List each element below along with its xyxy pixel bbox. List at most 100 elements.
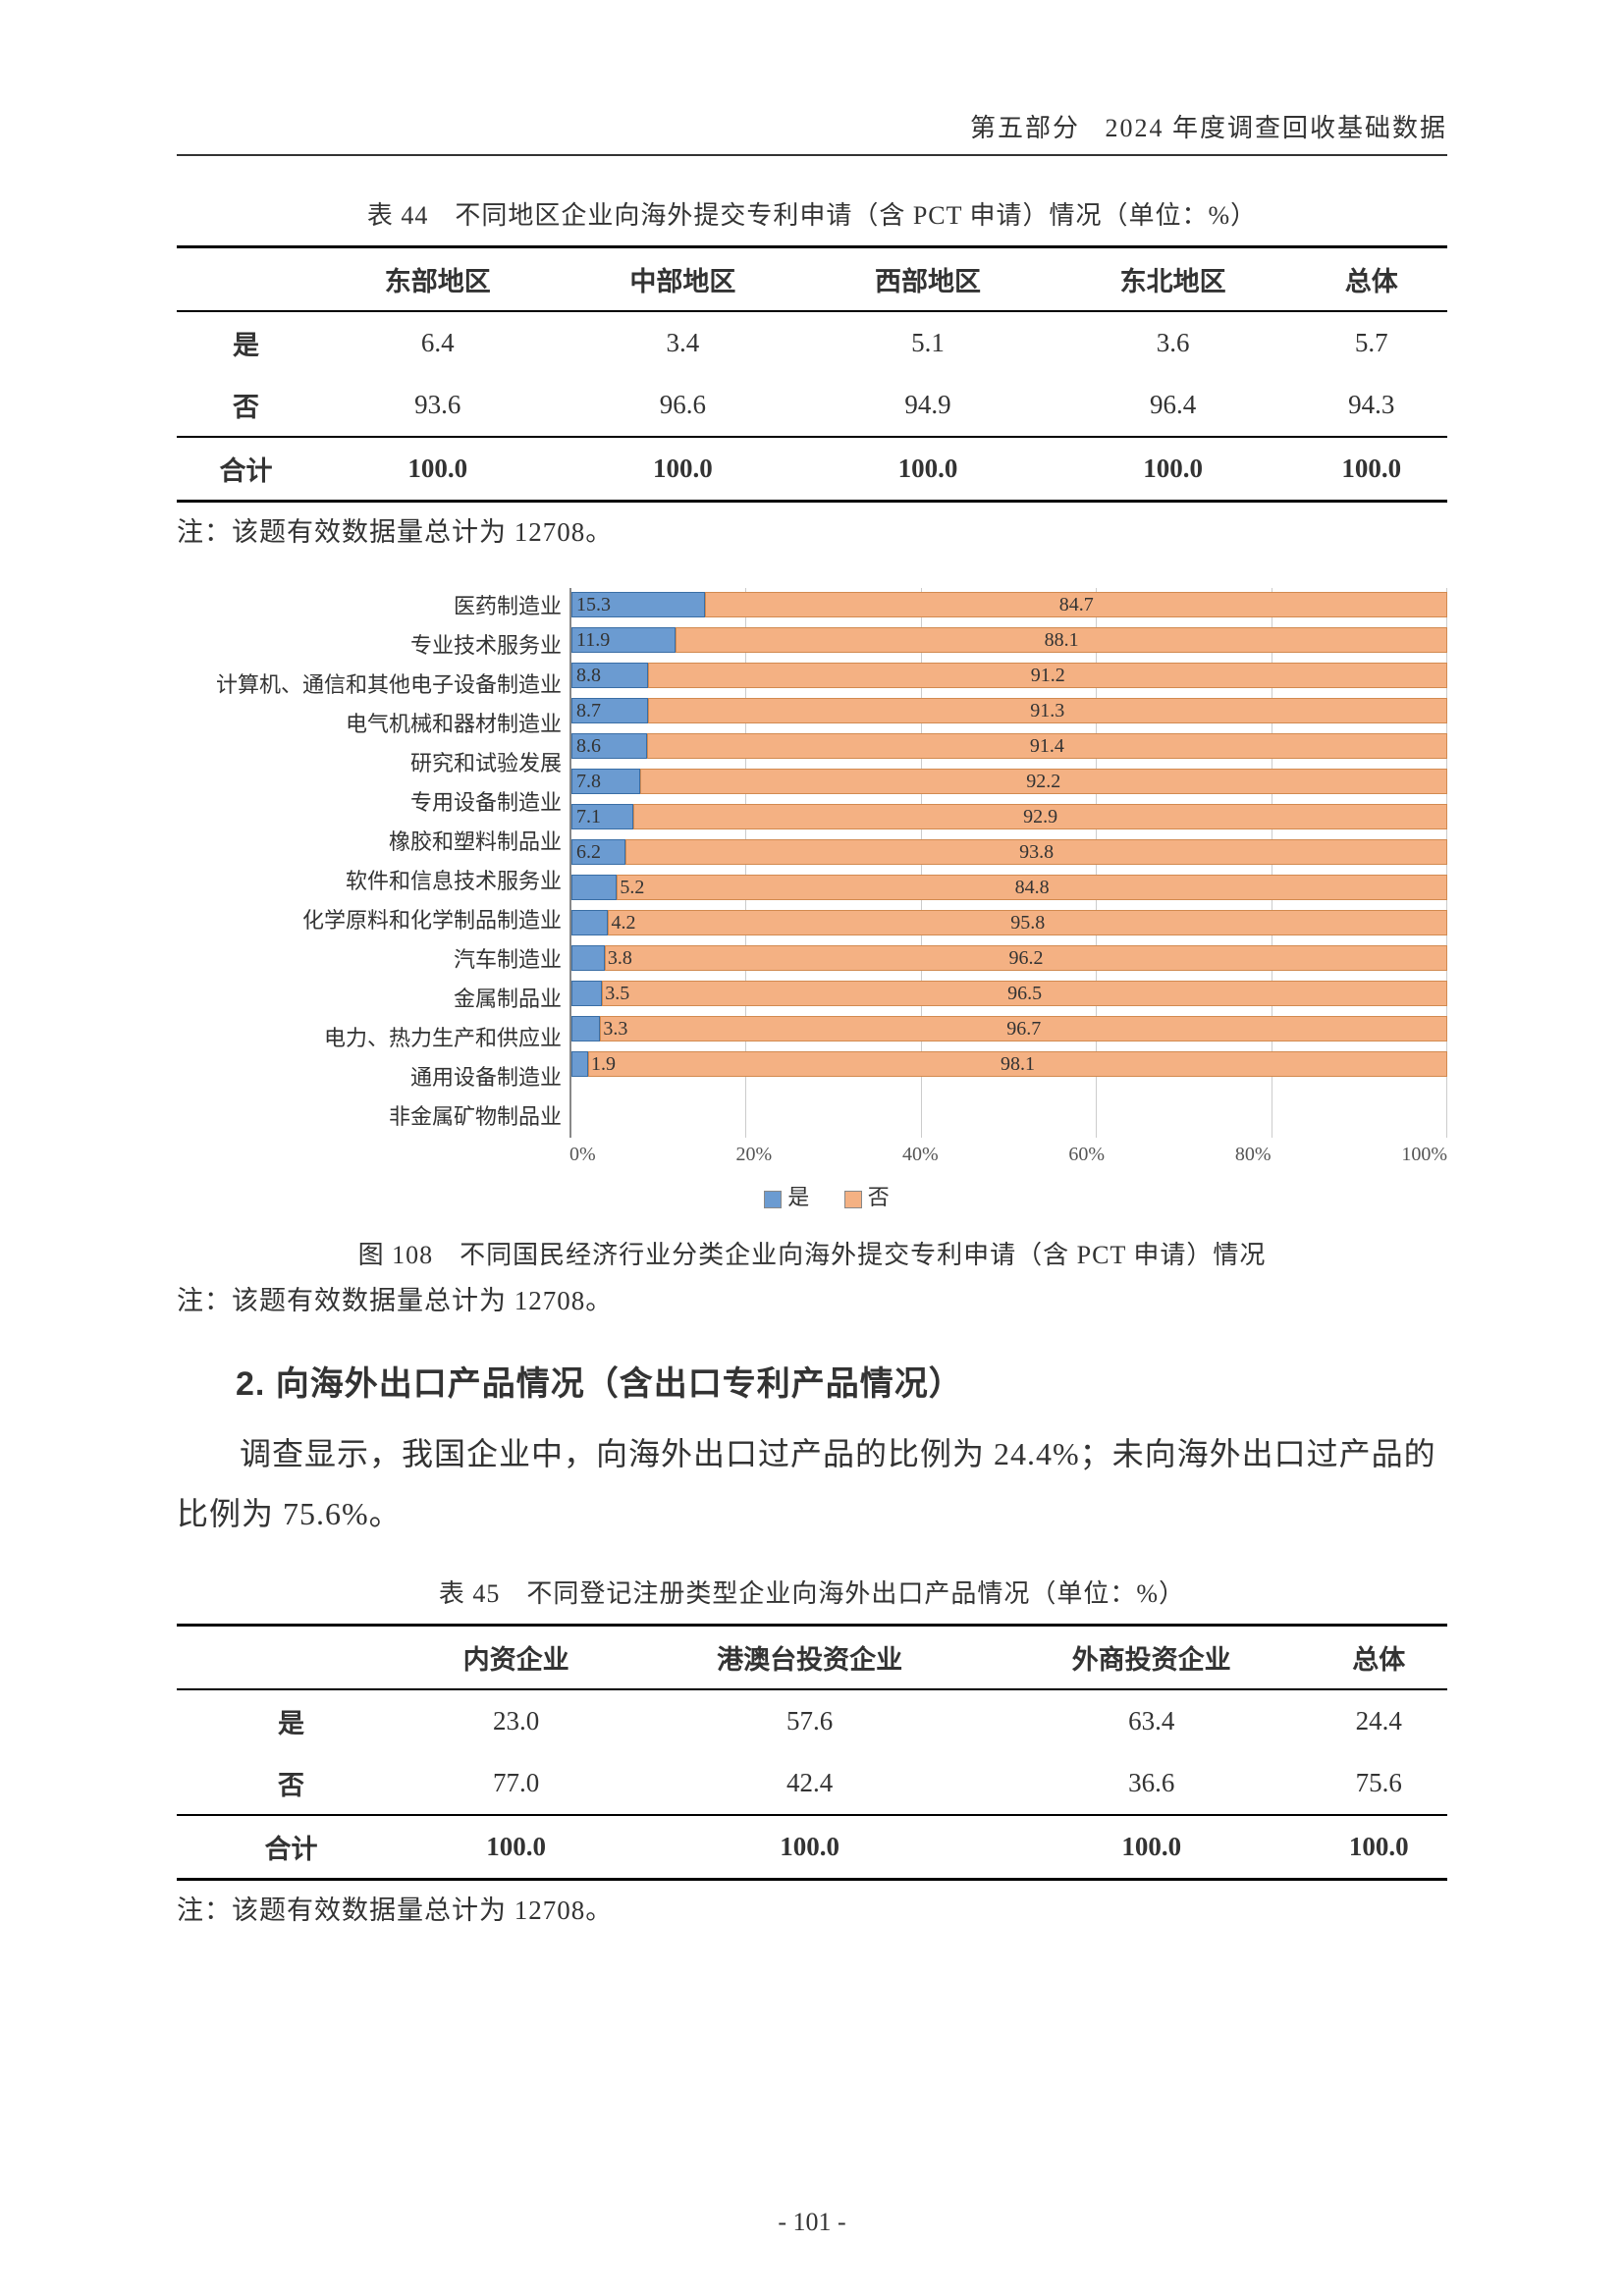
cell: 23.0 xyxy=(406,1689,626,1752)
chart-bar-yes: 11.9 xyxy=(571,627,676,653)
chart-bar-row: 8.7 91.3 xyxy=(571,698,1447,723)
table44-col4: 东北地区 xyxy=(1051,247,1296,312)
cell: 5.1 xyxy=(805,311,1051,374)
cell: 100.0 xyxy=(1295,437,1447,502)
cell: 100.0 xyxy=(315,437,561,502)
table44-caption: 表 44 不同地区企业向海外提交专利申请（含 PCT 申请）情况（单位：%） xyxy=(177,195,1447,232)
table44-col3: 西部地区 xyxy=(805,247,1051,312)
table44: 东部地区 中部地区 西部地区 东北地区 总体 是 6.4 3.4 5.1 3.6… xyxy=(177,245,1447,503)
chart-value-yes: 3.5 xyxy=(605,983,629,1005)
cell: 94.9 xyxy=(805,374,1051,437)
header-title: 2024 年度调查回收基础数据 xyxy=(1105,114,1447,142)
cell: 36.6 xyxy=(993,1752,1311,1815)
chart108-bars: 15.384.711.988.18.891.28.791.38.691.47.8… xyxy=(569,588,1447,1138)
table45-col1: 内资企业 xyxy=(406,1625,626,1689)
chart-bar-yes: 1.9 xyxy=(571,1051,588,1077)
table44-note: 注：该题有效数据量总计为 12708。 xyxy=(177,510,1447,549)
table-row: 否 93.6 96.6 94.9 96.4 94.3 xyxy=(177,374,1447,437)
chart-value-yes: 5.2 xyxy=(620,877,644,899)
chart-value-yes: 3.3 xyxy=(603,1018,627,1041)
table44-col0 xyxy=(177,247,315,312)
chart-bar-row: 3.896.2 xyxy=(571,945,1447,971)
chart-category-label: 金属制品业 xyxy=(177,981,569,1014)
cell: 75.6 xyxy=(1310,1752,1447,1815)
chart-bar-yes: 8.6 xyxy=(571,733,647,759)
chart-bar-row: 7.192.9 xyxy=(571,804,1447,829)
chart-bar-yes: 4.2 xyxy=(571,910,608,935)
cell: 3.6 xyxy=(1051,311,1296,374)
chart-bar-yes: 6.2 xyxy=(571,839,625,865)
chart-bar-no: 91.3 xyxy=(648,698,1447,723)
chart-bar-row: 1.998.1 xyxy=(571,1051,1447,1077)
chart-value-yes: 4.2 xyxy=(611,912,635,934)
chart-category-label: 橡胶和塑料制品业 xyxy=(177,824,569,857)
chart108-caption: 图 108 不同国民经济行业分类企业向海外提交专利申请（含 PCT 申请）情况 xyxy=(177,1235,1447,1271)
page-header: 第五部分 2024 年度调查回收基础数据 xyxy=(177,108,1447,144)
table45-col2: 港澳台投资企业 xyxy=(626,1625,993,1689)
chart-value-yes: 8.8 xyxy=(576,665,601,687)
chart-x-tick: 40% xyxy=(902,1144,1068,1166)
table-row: 是 23.0 57.6 63.4 24.4 xyxy=(177,1689,1447,1752)
chart108-legend: 是 否 xyxy=(177,1180,1447,1211)
chart-value-yes: 6.2 xyxy=(576,841,601,864)
table-row-totals: 合计 100.0 100.0 100.0 100.0 xyxy=(177,1815,1447,1880)
cell: 是 xyxy=(177,311,315,374)
chart-bar-no: 93.8 xyxy=(625,839,1447,865)
cell: 63.4 xyxy=(993,1689,1311,1752)
cell: 5.7 xyxy=(1295,311,1447,374)
cell: 96.6 xyxy=(561,374,806,437)
chart-bar-no: 98.1 xyxy=(588,1051,1447,1077)
chart-value-yes: 7.1 xyxy=(576,806,601,828)
chart-bar-yes: 3.8 xyxy=(571,945,605,971)
chart-value-yes: 8.7 xyxy=(576,700,601,722)
chart-x-tick: 60% xyxy=(1068,1144,1234,1166)
chart-bar-no: 96.5 xyxy=(602,981,1447,1006)
table45-col0 xyxy=(177,1625,406,1689)
table44-col2: 中部地区 xyxy=(561,247,806,312)
chart-value-yes: 7.8 xyxy=(576,771,601,793)
chart-bar-row: 7.8 92.2 xyxy=(571,769,1447,794)
cell: 100.0 xyxy=(1310,1815,1447,1880)
chart-bar-no: 92.2 xyxy=(640,769,1447,794)
chart-bar-row: 15.384.7 xyxy=(571,592,1447,617)
chart-category-label: 专用设备制造业 xyxy=(177,784,569,818)
table45-header-row: 内资企业 港澳台投资企业 外商投资企业 总体 xyxy=(177,1625,1447,1689)
chart-bar-row: 6.2 93.8 xyxy=(571,839,1447,865)
chart-bar-yes: 5.2 xyxy=(571,875,617,900)
chart-category-label: 电力、热力生产和供应业 xyxy=(177,1020,569,1053)
cell: 合计 xyxy=(177,437,315,502)
cell: 100.0 xyxy=(993,1815,1311,1880)
cell: 100.0 xyxy=(805,437,1051,502)
chart-category-label: 电气机械和器材制造业 xyxy=(177,706,569,739)
chart-bar-yes: 8.8 xyxy=(571,663,648,688)
section2-paragraph: 调查显示，我国企业中，向海外出口过产品的比例为 24.4%；未向海外出口过产品的… xyxy=(177,1424,1447,1544)
chart-value-yes: 1.9 xyxy=(591,1053,616,1076)
cell: 24.4 xyxy=(1310,1689,1447,1752)
chart-bar-row: 11.988.1 xyxy=(571,627,1447,653)
chart-bar-row: 3.596.5 xyxy=(571,981,1447,1006)
chart108-labels: 医药制造业专业技术服务业计算机、通信和其他电子设备制造业电气机械和器材制造业研究… xyxy=(177,588,569,1138)
table44-col5: 总体 xyxy=(1295,247,1447,312)
legend-swatch-yes xyxy=(764,1191,782,1208)
cell: 6.4 xyxy=(315,311,561,374)
cell: 93.6 xyxy=(315,374,561,437)
section2-heading: 2. 向海外出口产品情况（含出口专利产品情况） xyxy=(236,1357,1447,1405)
page-number: - 101 - xyxy=(0,2208,1624,2237)
cell: 57.6 xyxy=(626,1689,993,1752)
header-rule xyxy=(177,154,1447,156)
chart108-note: 注：该题有效数据量总计为 12708。 xyxy=(177,1279,1447,1317)
chart-bar-row: 8.691.4 xyxy=(571,733,1447,759)
chart-bar-row: 5.284.8 xyxy=(571,875,1447,900)
chart-bar-no: 88.1 xyxy=(676,627,1447,653)
chart-category-label: 专业技术服务业 xyxy=(177,627,569,661)
chart-bar-row: 4.295.8 xyxy=(571,910,1447,935)
chart-category-label: 计算机、通信和其他电子设备制造业 xyxy=(177,667,569,700)
table-row: 否 77.0 42.4 36.6 75.6 xyxy=(177,1752,1447,1815)
legend-swatch-no xyxy=(844,1191,862,1208)
chart-category-label: 非金属矿物制品业 xyxy=(177,1098,569,1132)
chart-x-tick: 0% xyxy=(569,1144,735,1166)
cell: 合计 xyxy=(177,1815,406,1880)
chart-bar-yes: 15.3 xyxy=(571,592,705,617)
cell: 是 xyxy=(177,1689,406,1752)
chart-bar-no: 95.8 xyxy=(608,910,1447,935)
